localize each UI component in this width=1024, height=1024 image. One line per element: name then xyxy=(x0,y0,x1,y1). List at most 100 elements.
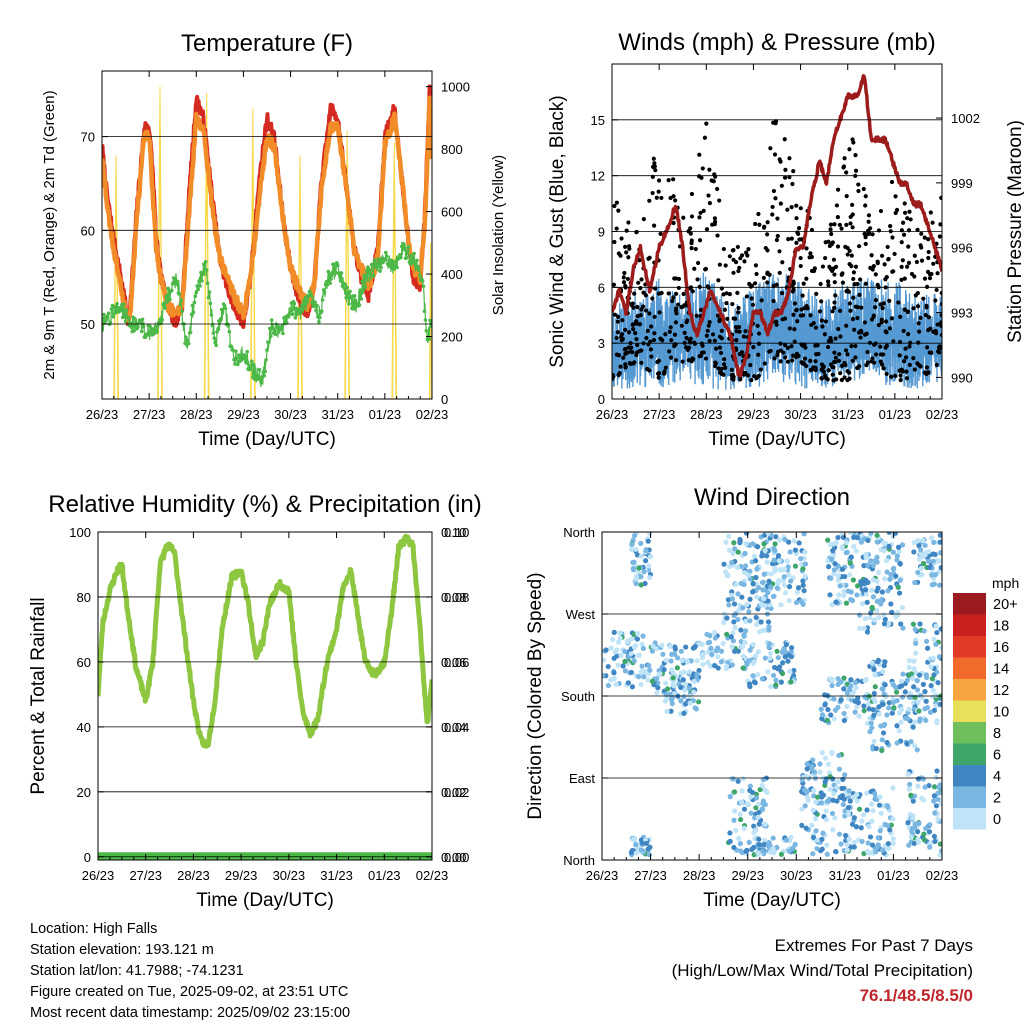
direction-point xyxy=(851,534,857,541)
direction-point xyxy=(684,659,691,665)
direction-point xyxy=(798,556,804,562)
wind-gust-point xyxy=(731,377,736,382)
humidity-precip-panel: 0204060801000.000.020.040.060.080.1026/2… xyxy=(28,491,482,911)
direction-point xyxy=(800,582,806,588)
wind-gust-point xyxy=(888,223,893,229)
dewpoint-point xyxy=(214,343,218,348)
direction-point xyxy=(631,658,637,664)
direction-point xyxy=(854,704,860,710)
wind-gust-point xyxy=(870,267,875,272)
dewpoint-point xyxy=(209,313,214,317)
direction-point xyxy=(723,539,729,545)
y2-tick-label: 0.10 xyxy=(444,525,469,540)
direction-point xyxy=(736,835,742,842)
dewpoint-point xyxy=(198,284,202,288)
dewpoint-point xyxy=(405,250,410,254)
wind-gust-point xyxy=(782,137,787,142)
direction-point xyxy=(732,625,738,631)
direction-point xyxy=(801,532,807,537)
direction-point xyxy=(881,548,887,554)
wind-gust-point xyxy=(697,354,702,359)
wind-gust-point xyxy=(790,181,795,187)
direction-point xyxy=(833,599,839,605)
dewpoint-point xyxy=(384,254,389,258)
wind-gust-point xyxy=(697,215,702,220)
dewpoint-point xyxy=(410,261,415,265)
y2-tick-label: 0.00 xyxy=(444,850,469,865)
direction-point xyxy=(838,697,844,703)
wind-gust-point xyxy=(838,334,843,339)
location-text: Location: High Falls xyxy=(30,921,158,937)
wind-gust-point xyxy=(939,301,942,307)
direction-point xyxy=(786,652,792,658)
wind-gust-point xyxy=(719,328,724,333)
wind-gust-point xyxy=(652,314,657,319)
direction-point xyxy=(762,787,768,793)
dewpoint-point xyxy=(297,311,301,316)
wind-gust-point xyxy=(681,215,686,220)
wind-gust-point xyxy=(814,291,819,296)
direction-point xyxy=(836,766,843,772)
wind-gust-point xyxy=(801,313,806,318)
wind-gust-point xyxy=(934,362,939,367)
y-axis-label: Sonic Wind & Gust (Blue, Black) xyxy=(547,95,568,367)
wind-gust-point xyxy=(791,169,796,174)
dewpoint-point xyxy=(378,269,382,273)
dewpoint-point xyxy=(372,258,377,263)
direction-point xyxy=(787,668,793,674)
wind-gust-point xyxy=(707,167,712,172)
direction-point xyxy=(681,669,687,675)
direction-point xyxy=(799,822,805,828)
x-tick-label: 31/23 xyxy=(829,868,862,883)
direction-point xyxy=(696,667,702,674)
legend-swatch xyxy=(953,722,986,744)
dewpoint-point xyxy=(402,247,407,251)
direction-point xyxy=(674,665,680,671)
direction-point xyxy=(696,699,702,705)
direction-point xyxy=(856,612,863,618)
dewpoint-point xyxy=(178,302,183,307)
direction-point xyxy=(868,720,874,726)
wind-gust-point xyxy=(663,365,668,370)
direction-point xyxy=(921,831,927,837)
direction-point xyxy=(759,783,765,789)
direction-point xyxy=(739,799,745,805)
direction-point xyxy=(896,590,903,596)
direction-point xyxy=(605,682,611,689)
direction-point xyxy=(630,567,637,573)
wind-gust-point xyxy=(713,346,719,351)
wind-gust-point xyxy=(796,231,801,236)
wind-gust-point xyxy=(770,212,775,217)
dewpoint-point xyxy=(207,290,212,294)
direction-point xyxy=(754,566,760,572)
dewpoint-point xyxy=(347,302,351,306)
dewpoint-point xyxy=(368,268,373,273)
direction-point xyxy=(764,559,770,565)
direction-point xyxy=(853,824,859,830)
direction-point xyxy=(751,844,757,851)
wind-gust-point xyxy=(848,214,853,220)
direction-point xyxy=(741,633,747,639)
direction-point xyxy=(844,703,850,710)
direction-point xyxy=(796,540,802,546)
direction-point xyxy=(882,659,888,665)
y2-tick-label: 999 xyxy=(951,176,973,191)
direction-point xyxy=(844,847,850,853)
direction-point xyxy=(735,549,741,555)
direction-point xyxy=(924,638,930,644)
wind-gust-point xyxy=(830,309,835,314)
direction-point xyxy=(726,533,732,539)
direction-point xyxy=(893,614,899,620)
wind-gust-point xyxy=(851,295,856,300)
direction-point xyxy=(804,766,810,772)
direction-point xyxy=(856,806,863,812)
y2-tick-label: 0.00 xyxy=(441,850,466,865)
wind-gust-point xyxy=(876,228,882,233)
wind-gust-point xyxy=(612,377,615,382)
direction-point xyxy=(931,784,938,790)
dewpoint-point xyxy=(360,279,365,284)
wind-gust-point xyxy=(780,291,785,296)
wind-gust-point xyxy=(926,328,931,333)
dewpoint-point xyxy=(164,294,168,299)
direction-point xyxy=(847,560,853,566)
